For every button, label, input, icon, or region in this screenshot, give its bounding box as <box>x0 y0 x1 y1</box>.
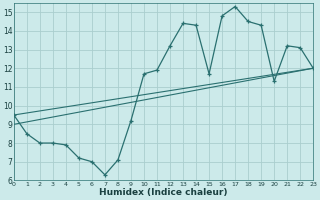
X-axis label: Humidex (Indice chaleur): Humidex (Indice chaleur) <box>99 188 228 197</box>
